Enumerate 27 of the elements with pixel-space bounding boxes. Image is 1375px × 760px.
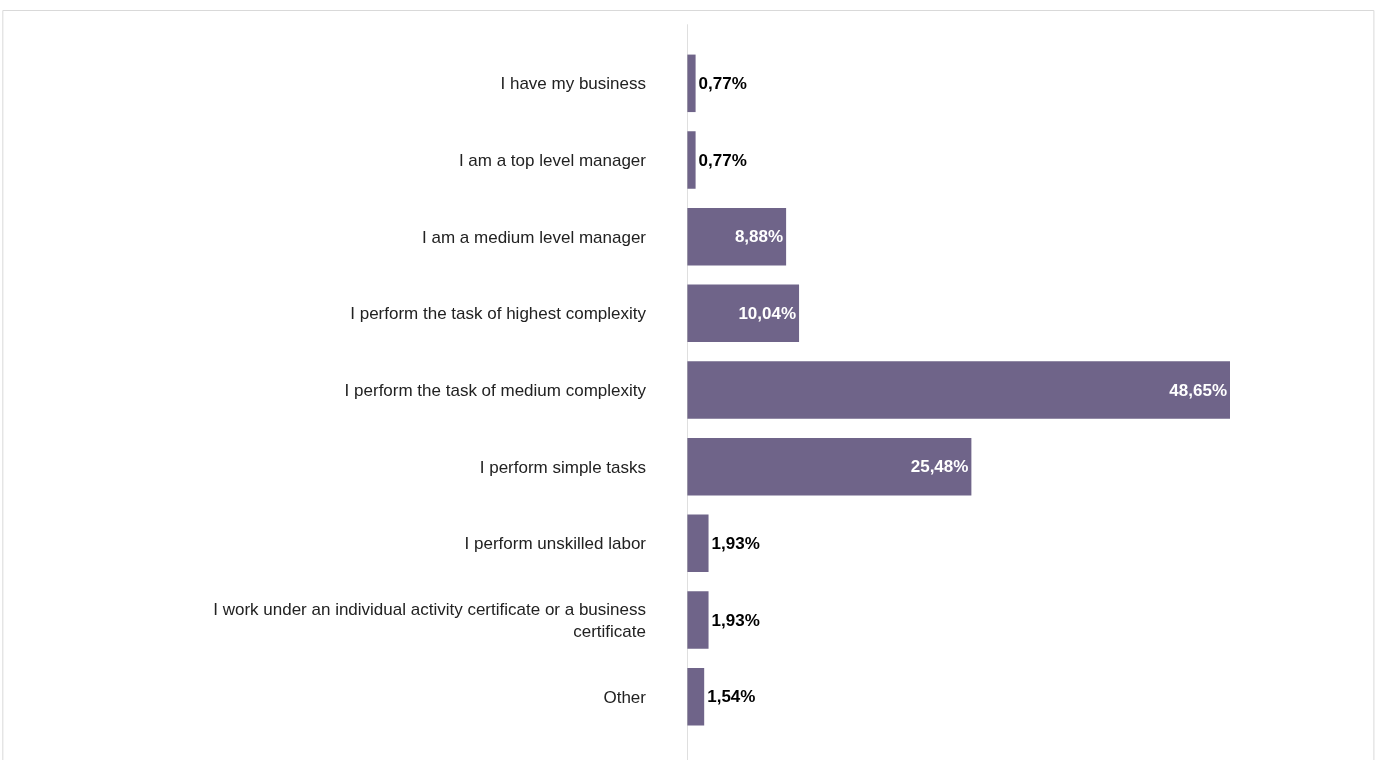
data-label: 1,93% <box>711 533 760 553</box>
bar <box>687 54 696 113</box>
y-tick-label: I am a top level manager <box>458 150 647 170</box>
data-label: 0,77% <box>698 150 747 170</box>
y-tick-label: I am a medium level manager <box>422 227 647 247</box>
bar <box>687 437 972 496</box>
bar <box>687 514 709 573</box>
y-tick-label: I perform unskilled labor <box>464 534 647 554</box>
data-label: 8,88% <box>734 227 784 247</box>
bar <box>687 361 1230 419</box>
y-tick-label: I perform the task of highest complexity <box>350 304 647 324</box>
data-label: 48,65% <box>1169 380 1227 400</box>
bar <box>687 591 709 649</box>
y-tick-label: I perform simple tasks <box>479 457 646 477</box>
data-label: 10,04% <box>738 303 797 323</box>
data-label: 1,93% <box>711 610 760 630</box>
y-tick-label: I have my business <box>500 74 646 94</box>
bar <box>687 284 800 343</box>
data-label: 25,48% <box>910 457 969 477</box>
data-label: 1,54% <box>707 687 756 707</box>
bar <box>687 207 787 266</box>
y-tick-label: I perform the task of medium complexity <box>344 380 647 400</box>
data-label: 0,77% <box>698 73 747 93</box>
y-tick-label: I work under an individual activity certificate or a business certificate <box>213 599 646 641</box>
y-tick-label: Other <box>603 687 647 707</box>
bar <box>687 667 705 726</box>
bar <box>687 131 696 189</box>
